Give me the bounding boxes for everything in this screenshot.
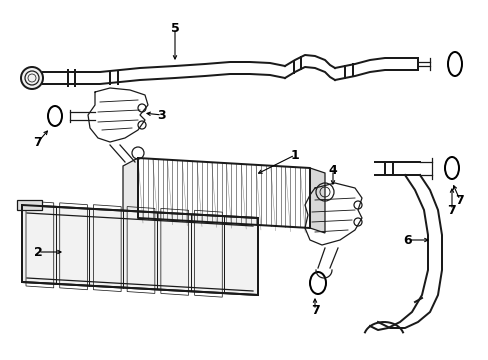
Text: 7: 7: [310, 303, 319, 316]
Text: 3: 3: [157, 108, 166, 122]
Text: 6: 6: [403, 234, 411, 247]
Polygon shape: [17, 200, 42, 210]
Text: 4: 4: [328, 163, 337, 176]
Polygon shape: [123, 158, 138, 226]
Text: 5: 5: [170, 22, 179, 35]
Circle shape: [21, 67, 43, 89]
Text: 7: 7: [447, 203, 455, 216]
Text: 2: 2: [34, 246, 42, 258]
Polygon shape: [309, 168, 325, 233]
Text: 7: 7: [455, 194, 464, 207]
Text: 7: 7: [34, 135, 42, 149]
Text: 1: 1: [290, 149, 299, 162]
Polygon shape: [22, 205, 258, 295]
